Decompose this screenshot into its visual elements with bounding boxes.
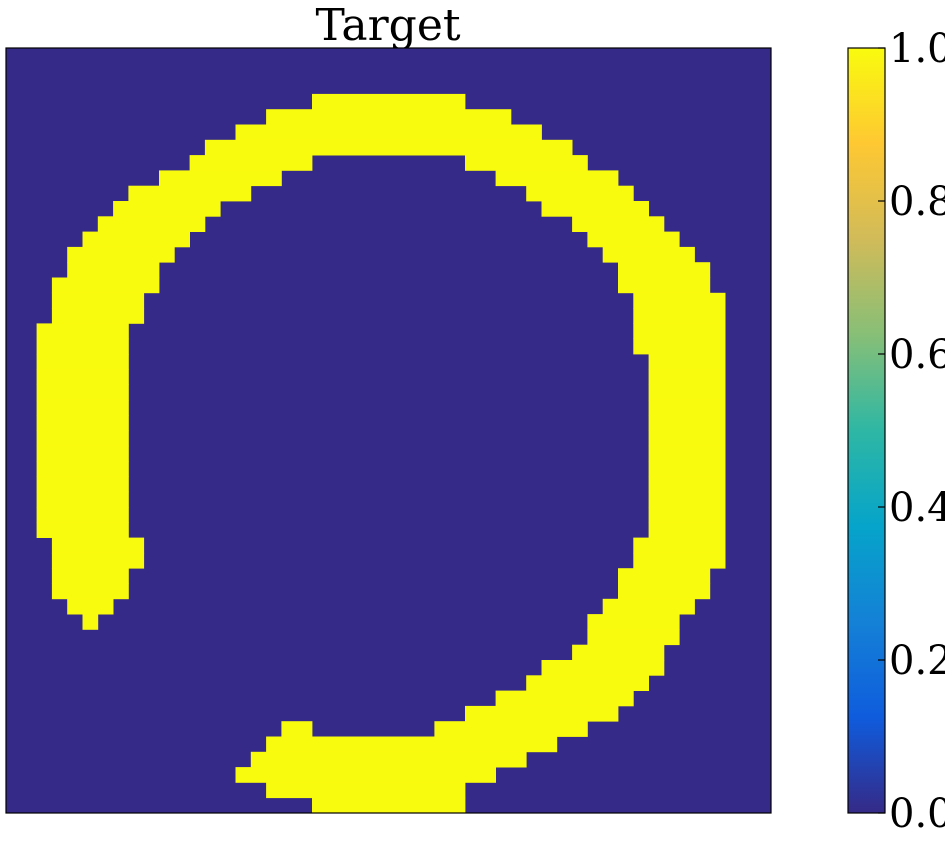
colorbar: 0.0 0.2 0.4 0.6 0.8 1.0 (847, 26, 945, 837)
heatmap-cell (633, 292, 726, 309)
heatmap-cell (36, 522, 129, 538)
heatmap-cell (618, 277, 711, 294)
heatmap-cell (51, 537, 145, 554)
heatmap-cell (82, 614, 99, 630)
colorbar-frame (847, 47, 886, 814)
heatmap-cell (266, 736, 558, 753)
heatmap-cell (633, 308, 726, 324)
heatmap-cell (465, 705, 619, 722)
heatmap-cell (648, 476, 726, 493)
heatmap-cell (128, 185, 252, 202)
heatmap-cell (235, 124, 542, 141)
heatmap-cell (587, 629, 680, 646)
heatmap-cell (266, 109, 512, 125)
heatmap-cell (67, 262, 160, 278)
heatmap-cell (36, 445, 129, 462)
heatmap-cell (526, 675, 649, 691)
heatmap-cell (633, 552, 726, 569)
heatmap-cell (648, 415, 726, 431)
heatmap-cell (648, 522, 726, 538)
colorbar-tick-label: 0.2 (889, 638, 945, 684)
heatmap-cell (36, 338, 129, 355)
heatmap-cell (204, 139, 573, 156)
heatmap-cell (36, 507, 129, 523)
heatmap-cell (495, 170, 619, 187)
heatmap-cell (587, 614, 680, 630)
heatmap-cell (587, 231, 680, 248)
heatmap-cell (51, 583, 129, 600)
heatmap-cell (51, 292, 145, 309)
heatmap-cell (250, 751, 527, 768)
heatmap-cell (541, 201, 649, 217)
heatmap-cell (648, 399, 726, 416)
heatmap-cell (51, 552, 145, 569)
heatmap-cell (36, 476, 129, 493)
heatmap-cells (36, 93, 726, 814)
heatmap-cell (648, 461, 726, 477)
heatmap-plot (5, 47, 772, 814)
heatmap-cell (541, 660, 665, 676)
heatmap-cell (618, 583, 711, 600)
heatmap-cell (648, 430, 726, 447)
heatmap-cell (434, 721, 588, 737)
heatmap-cell (648, 507, 726, 523)
heatmap-cell (36, 384, 129, 401)
heatmap-cell (526, 185, 634, 202)
heatmap-cell (633, 323, 726, 340)
colorbar-tick-label: 0.8 (889, 179, 945, 225)
heatmap-cell (36, 369, 129, 385)
heatmap-cell (51, 308, 145, 324)
heatmap-cell (36, 399, 129, 416)
colorbar-gradient (848, 48, 885, 813)
heatmap-cell (36, 323, 129, 340)
heatmap-cell (97, 216, 206, 232)
heatmap-cell (602, 598, 695, 615)
heatmap-cell (465, 155, 588, 171)
heatmap-cell (648, 491, 726, 508)
heatmap-cell (36, 461, 129, 477)
heatmap-cell (648, 369, 726, 385)
heatmap-cell (281, 721, 313, 737)
heatmap-cell (51, 277, 160, 294)
heatmap-cell (648, 445, 726, 462)
heatmap-cell (618, 568, 711, 584)
heatmap-cell (602, 246, 695, 263)
heatmap-cell (36, 430, 129, 447)
heatmap-cell (312, 797, 466, 814)
heatmap-cell (572, 644, 665, 661)
heatmap-cell (67, 598, 114, 615)
chart-title: Target (315, 0, 460, 51)
heatmap-cell (495, 690, 634, 707)
heatmap-cell (51, 568, 129, 584)
colorbar-ticks: 0.0 0.2 0.4 0.6 0.8 1.0 (878, 26, 945, 837)
colorbar-tick-label: 0.0 (889, 791, 945, 837)
heatmap-cell (266, 782, 466, 799)
heatmap-cell (572, 216, 665, 232)
heatmap-cell (113, 201, 221, 217)
heatmap-cell (36, 354, 129, 370)
heatmap-cell (618, 262, 711, 278)
plot-frame (5, 47, 772, 814)
heatmap-cell (159, 170, 282, 187)
heatmap-cell (633, 537, 726, 554)
heatmap-cell (648, 384, 726, 401)
heatmap-cell (67, 246, 175, 263)
heatmap-cell (36, 491, 129, 508)
heatmap-cell (633, 338, 726, 355)
colorbar-tick-label: 1.0 (889, 26, 945, 72)
heatmap-cell (82, 231, 190, 248)
heatmap-cell (648, 354, 726, 370)
heatmap-cell (312, 93, 466, 110)
colorbar-tick-label: 0.4 (889, 485, 945, 531)
heatmap-cell (189, 155, 313, 171)
heatmap-cell (36, 415, 129, 431)
heatmap-cell (235, 767, 496, 783)
colorbar-tick-label: 0.6 (889, 332, 945, 378)
